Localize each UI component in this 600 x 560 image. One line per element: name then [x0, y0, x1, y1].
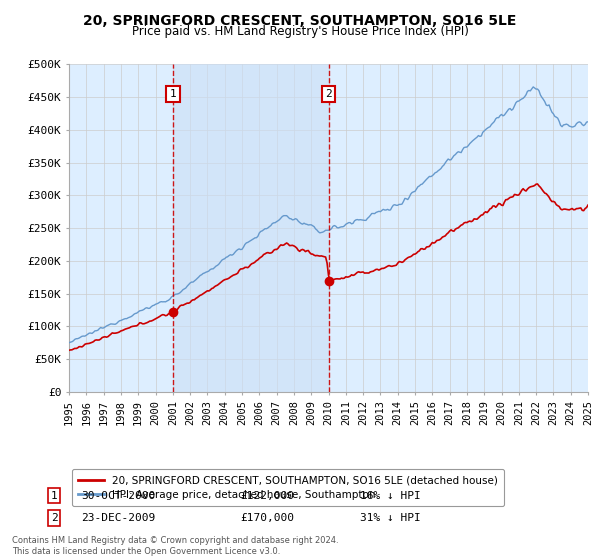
- Text: 2: 2: [50, 513, 58, 523]
- Text: £122,000: £122,000: [240, 491, 294, 501]
- Text: 30-OCT-2000: 30-OCT-2000: [81, 491, 155, 501]
- Text: 1: 1: [169, 89, 176, 99]
- Text: 20, SPRINGFORD CRESCENT, SOUTHAMPTON, SO16 5LE: 20, SPRINGFORD CRESCENT, SOUTHAMPTON, SO…: [83, 14, 517, 28]
- Text: 16% ↓ HPI: 16% ↓ HPI: [360, 491, 421, 501]
- Text: 23-DEC-2009: 23-DEC-2009: [81, 513, 155, 523]
- Text: £170,000: £170,000: [240, 513, 294, 523]
- Text: 31% ↓ HPI: 31% ↓ HPI: [360, 513, 421, 523]
- Text: Price paid vs. HM Land Registry's House Price Index (HPI): Price paid vs. HM Land Registry's House …: [131, 25, 469, 38]
- Text: 1: 1: [50, 491, 58, 501]
- Legend: 20, SPRINGFORD CRESCENT, SOUTHAMPTON, SO16 5LE (detached house), HPI: Average pr: 20, SPRINGFORD CRESCENT, SOUTHAMPTON, SO…: [71, 469, 505, 506]
- Bar: [173, 64, 329, 392]
- Text: Contains HM Land Registry data © Crown copyright and database right 2024.
This d: Contains HM Land Registry data © Crown c…: [12, 536, 338, 556]
- Text: 2: 2: [325, 89, 332, 99]
